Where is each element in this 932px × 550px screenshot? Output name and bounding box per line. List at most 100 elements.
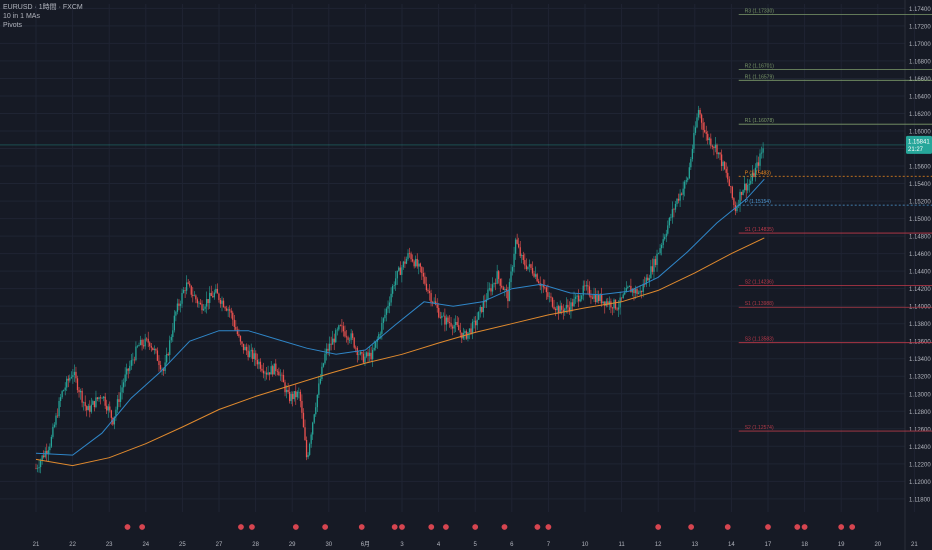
candle-body	[756, 162, 758, 168]
candle-body	[72, 375, 74, 378]
candle-body	[39, 460, 42, 468]
event-flag-icon[interactable]	[427, 523, 435, 531]
event-flag-icon[interactable]	[124, 523, 132, 531]
ma-indicator-label[interactable]: 10 in 1 MAs	[3, 13, 40, 20]
event-flag-icon[interactable]	[321, 523, 329, 531]
candle-body	[324, 353, 326, 364]
event-flag-icon[interactable]	[398, 523, 406, 531]
candle-body	[353, 337, 355, 348]
price-tick-label: 1.14800	[909, 235, 931, 241]
candle-body	[78, 390, 80, 393]
candle-body	[55, 415, 57, 425]
candle-body	[458, 325, 460, 331]
candle-body	[724, 161, 726, 170]
candle-body	[362, 353, 365, 363]
event-flag-icon[interactable]	[848, 523, 856, 531]
candle-body	[493, 283, 495, 285]
candle-body	[385, 308, 388, 315]
candle-body	[682, 188, 684, 195]
candle-body	[684, 181, 686, 189]
candle-body	[84, 402, 86, 407]
candle-body	[630, 285, 632, 293]
event-flag-icon[interactable]	[687, 523, 695, 531]
candle-body	[244, 346, 246, 351]
event-flag-icon[interactable]	[237, 523, 245, 531]
candle-body	[390, 293, 392, 303]
symbol-label[interactable]: EURUSD · 1時間 · FXCM	[3, 4, 83, 11]
event-flag-icon[interactable]	[837, 523, 845, 531]
candle-body	[662, 239, 664, 245]
candle-body	[301, 400, 303, 413]
candle-body	[238, 334, 240, 337]
candle-body	[325, 348, 328, 354]
candle-body	[47, 450, 49, 454]
candle-body	[614, 299, 617, 309]
event-flag-icon[interactable]	[442, 523, 450, 531]
chart-legend: EURUSD · 1時間 · FXCM 10 in 1 MAs Pivots	[3, 3, 83, 30]
event-flag-icon[interactable]	[138, 523, 146, 531]
event-flag-icon[interactable]	[292, 523, 300, 531]
candle-body	[641, 290, 643, 292]
candle-body	[594, 294, 597, 303]
candle-body	[106, 405, 108, 411]
candle-body	[347, 337, 349, 340]
candle-body	[230, 310, 232, 313]
candle-body	[249, 351, 251, 358]
candle-body	[599, 294, 601, 301]
candle-body	[355, 347, 357, 349]
candle-body	[519, 247, 521, 256]
candle-body	[541, 285, 543, 286]
candle-body	[484, 301, 486, 303]
candle-body	[81, 390, 83, 403]
candle-body	[687, 178, 689, 181]
event-flag-icon[interactable]	[248, 523, 256, 531]
price-tick-label: 1.15600	[909, 165, 931, 171]
price-tick-label: 1.17400	[909, 7, 931, 13]
candle-body	[96, 397, 99, 400]
candle-body	[110, 410, 112, 418]
candle-body	[279, 374, 282, 376]
time-tick-label: 21	[33, 542, 40, 548]
candle-body	[209, 292, 211, 303]
candle-body	[341, 325, 343, 327]
time-tick-label: 24	[142, 542, 149, 548]
event-flag-icon[interactable]	[533, 523, 541, 531]
candle-body	[155, 348, 157, 351]
time-tick-label: 21	[911, 542, 918, 548]
pivots-indicator-label[interactable]: Pivots	[3, 22, 23, 29]
candle-body	[653, 259, 655, 272]
event-flag-icon[interactable]	[793, 523, 801, 531]
candle-body	[733, 198, 735, 206]
event-flag-icon[interactable]	[391, 523, 399, 531]
event-flag-icon[interactable]	[500, 523, 508, 531]
candle-body	[138, 345, 140, 347]
event-flag-icon[interactable]	[544, 523, 552, 531]
candle-body	[508, 282, 511, 302]
event-flag-icon[interactable]	[801, 523, 809, 531]
candle-body	[245, 346, 248, 351]
candle-body	[637, 292, 640, 294]
candle-body	[129, 365, 131, 371]
event-flag-icon[interactable]	[724, 523, 732, 531]
candle-body	[717, 152, 720, 155]
time-tick-label: 10	[582, 542, 589, 548]
candle-body	[524, 260, 526, 266]
candle-body	[750, 180, 752, 184]
candle-body	[333, 338, 335, 343]
event-flag-icon[interactable]	[764, 523, 772, 531]
candle-body	[528, 264, 531, 267]
candle-body	[419, 263, 421, 267]
candle-body	[428, 291, 431, 294]
candle-body	[439, 317, 441, 318]
candle-body	[89, 405, 91, 412]
event-flag-icon[interactable]	[358, 523, 366, 531]
candle-body	[499, 278, 501, 286]
candle-body	[141, 339, 143, 346]
candle-body	[608, 301, 611, 305]
candle-body	[408, 253, 411, 254]
candle-body	[358, 354, 360, 356]
event-flag-icon[interactable]	[654, 523, 662, 531]
candle-body	[98, 397, 100, 400]
event-flag-icon[interactable]	[471, 523, 479, 531]
